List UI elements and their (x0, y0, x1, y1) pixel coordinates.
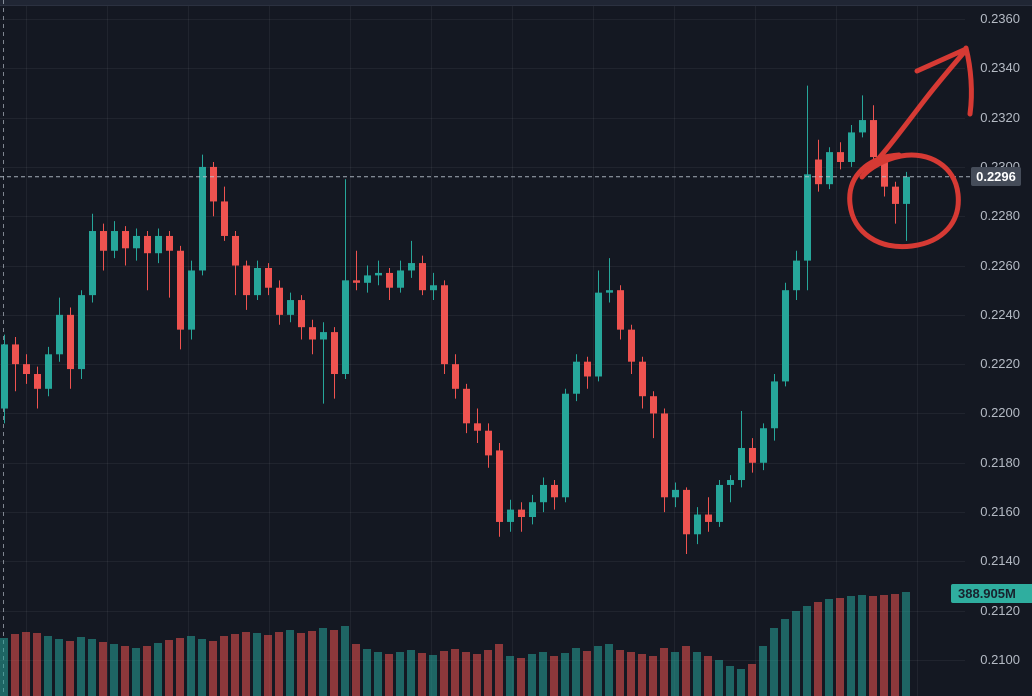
price-axis-label: 0.2340 (980, 60, 1020, 76)
price-axis-label: 0.2320 (980, 109, 1020, 125)
last-price-label: 0.2296 (971, 167, 1021, 186)
volume-value-label: 388.905M (951, 584, 1032, 603)
price-axis-label: 0.2220 (980, 356, 1020, 372)
red-arrow-annotation[interactable] (864, 45, 974, 174)
price-axis-label: 0.2100 (980, 652, 1020, 667)
price-axis-label: 0.2120 (980, 602, 1020, 618)
volume-bars (0, 592, 910, 696)
price-axis-label: 0.2240 (980, 306, 1020, 322)
grid-lines (0, 6, 965, 696)
price-axis-label: 0.2140 (980, 553, 1020, 569)
price-axis-label: 0.2280 (980, 208, 1020, 224)
price-axis-label: 0.2180 (980, 454, 1020, 470)
window-top-edge (0, 0, 1032, 6)
price-axis-label: 0.2160 (980, 504, 1020, 520)
price-axis-label: 0.2360 (980, 11, 1020, 26)
candles (1, 85, 910, 554)
red-circle-annotation[interactable] (847, 152, 961, 250)
price-axis-label: 0.2260 (980, 257, 1020, 273)
price-axis-label: 0.2200 (980, 405, 1020, 421)
